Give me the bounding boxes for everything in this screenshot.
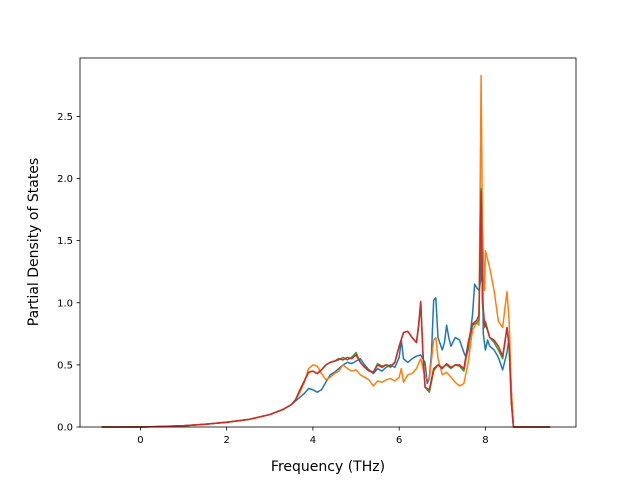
plot-area-frame [79, 57, 577, 428]
x-tick-label: 2 [223, 435, 229, 446]
y-tick-label: 1.5 [57, 236, 73, 247]
x-tick-label: 6 [396, 435, 402, 446]
y-tick-label: 0.0 [57, 423, 73, 434]
series-layer [101, 74, 551, 428]
y-tick-label: 0.5 [57, 360, 73, 371]
x-tick-label: 4 [310, 435, 316, 446]
series-line-4 [101, 190, 551, 428]
y-tick-label: 2.0 [57, 174, 73, 185]
y-axis-label: Partial Density of States [26, 158, 42, 326]
y-tick-label: 2.5 [57, 112, 73, 123]
y-tick-label: 1.0 [57, 298, 73, 309]
y-axis-ticks: 0.0 0.5 1.0 1.5 2.0 2.5 [57, 112, 80, 434]
x-tick-label: 0 [137, 435, 143, 446]
x-tick-label: 8 [482, 435, 488, 446]
x-axis-ticks: 0 2 4 6 8 [137, 427, 489, 446]
x-axis-label: Frequency (THz) [271, 459, 385, 475]
